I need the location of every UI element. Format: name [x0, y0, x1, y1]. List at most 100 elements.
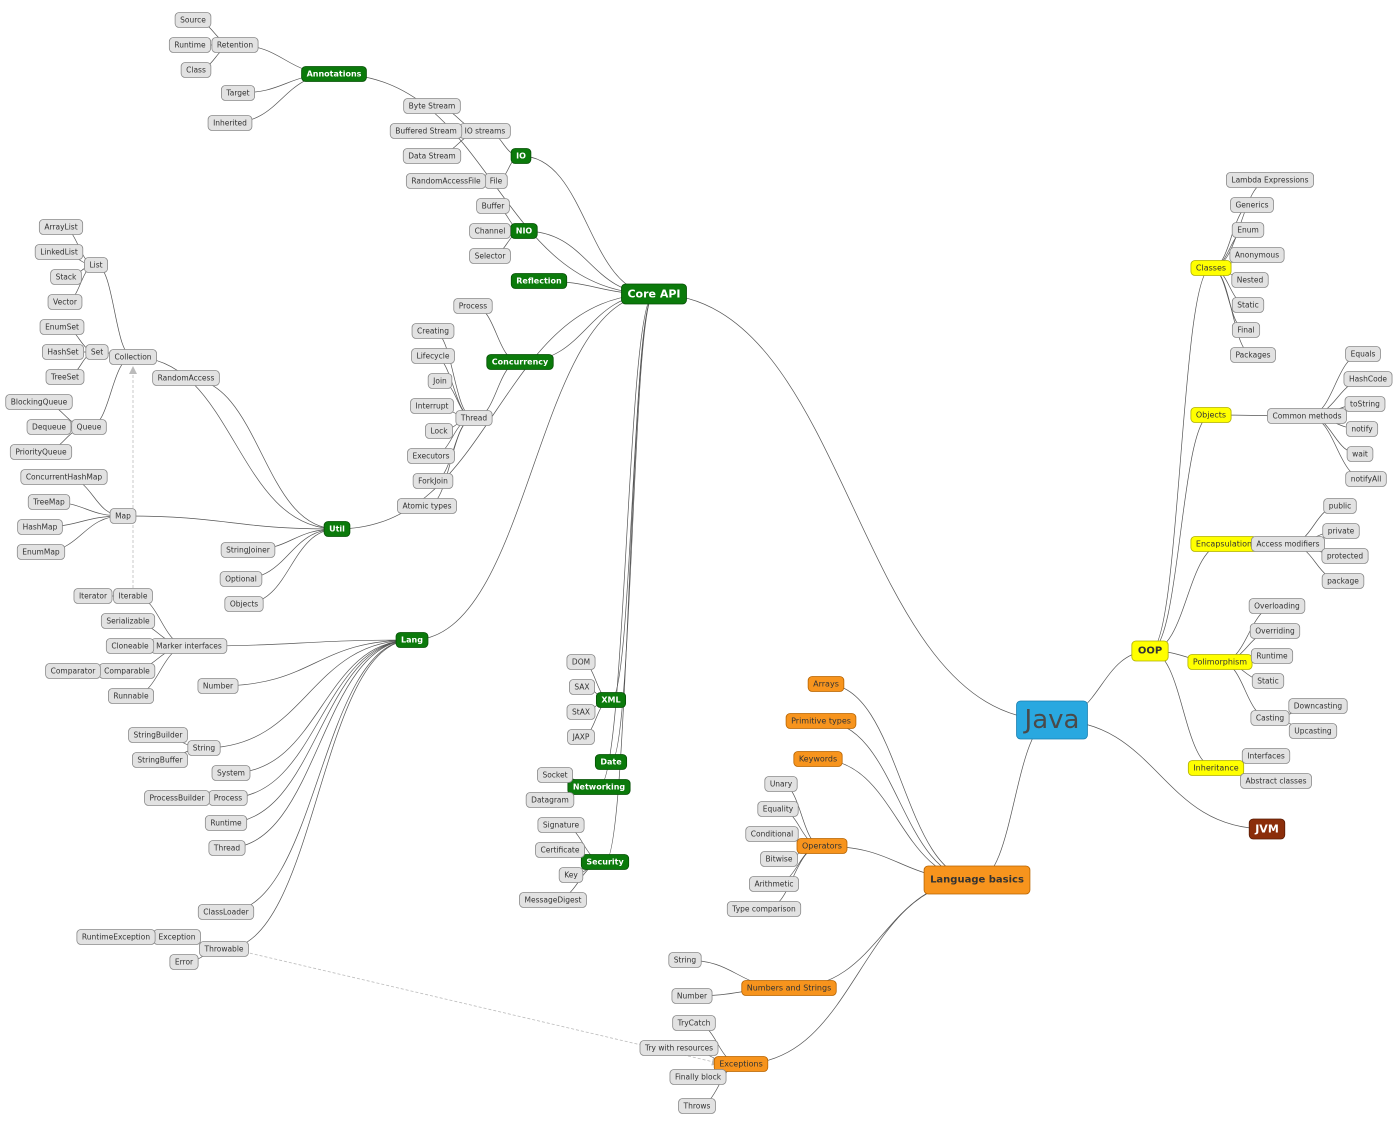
node-box	[84, 257, 108, 273]
node: StringBuilder	[128, 727, 188, 743]
node-label: Runtime	[174, 41, 206, 50]
node-box	[537, 817, 585, 833]
node-box	[207, 115, 253, 131]
node-label: Key	[564, 871, 578, 880]
node: Objects	[224, 596, 264, 612]
node-label: Runtime	[210, 819, 242, 828]
node-label: TreeMap	[32, 498, 65, 507]
node-label: StAX	[572, 708, 590, 717]
node-box	[713, 1056, 769, 1072]
node-label: Downcasting	[1294, 702, 1343, 711]
node-label: Data Stream	[408, 152, 455, 161]
node: Signature	[537, 817, 585, 833]
node-label: Error	[175, 958, 194, 967]
node-box	[405, 173, 487, 189]
node-box	[1250, 648, 1294, 664]
node-box	[219, 571, 263, 587]
node-label: ArrayList	[44, 223, 77, 232]
node-box	[1131, 640, 1169, 662]
node-box	[764, 776, 798, 792]
node: Lock	[425, 423, 453, 439]
node: Util	[323, 521, 351, 537]
node: Polimorphism	[1187, 654, 1253, 670]
node: Target	[220, 85, 256, 101]
node: PriorityQueue	[9, 444, 73, 460]
node-label: ConcurrentHashMap	[26, 473, 103, 482]
node-box	[567, 729, 595, 745]
node-label: Throws	[683, 1102, 711, 1111]
node-label: Keywords	[799, 755, 837, 764]
node-box	[1288, 698, 1348, 714]
node: Reflection	[510, 273, 568, 289]
node-label: Util	[329, 525, 345, 534]
node-label: Language basics	[930, 875, 1024, 886]
edge	[225, 639, 413, 824]
node: Serializable	[100, 613, 156, 629]
node: StringJoiner	[220, 542, 276, 558]
edge	[217, 639, 413, 687]
node-label: IO	[516, 152, 526, 161]
edge	[976, 719, 1053, 881]
node-box	[923, 865, 1031, 895]
node-label: Nested	[1237, 276, 1264, 285]
node-box	[34, 244, 84, 260]
node: Process	[208, 790, 248, 806]
node: Channel	[469, 223, 511, 239]
node: Operators	[796, 838, 848, 854]
node: Arrays	[807, 676, 845, 692]
node-box	[567, 779, 631, 795]
node-box	[486, 354, 554, 370]
edge	[95, 264, 134, 358]
node-box	[558, 867, 584, 883]
node: Classes	[1190, 260, 1232, 276]
node: Keywords	[793, 751, 843, 767]
node-label: HashCode	[1349, 375, 1387, 384]
node: Map	[109, 508, 137, 524]
node-label: Generics	[1236, 201, 1269, 210]
edge	[132, 356, 338, 530]
node: Type comparison	[726, 901, 802, 917]
node: HashSet	[41, 344, 85, 360]
node-box	[1229, 247, 1285, 263]
node: Interfaces	[1241, 748, 1291, 764]
node-label: Common methods	[1272, 412, 1341, 421]
node: Vector	[47, 294, 83, 310]
node-box	[621, 283, 687, 305]
node-box	[47, 294, 83, 310]
node-box	[1240, 773, 1312, 789]
node-box	[128, 727, 188, 743]
node: Concurrency	[486, 354, 554, 370]
node: RandomAccess	[152, 370, 220, 386]
node-label: Iterable	[119, 592, 148, 601]
node: Exception	[153, 929, 201, 945]
node: ConcurrentHashMap	[20, 469, 108, 485]
node-label: Conditional	[751, 830, 793, 839]
node: Set	[85, 344, 109, 360]
node-box	[1241, 748, 1291, 764]
node: Encapsulation	[1190, 536, 1258, 552]
node: TreeSet	[45, 369, 85, 385]
node-box	[469, 248, 511, 264]
node-label: Exception	[159, 933, 196, 942]
node-label: Exceptions	[719, 1060, 763, 1069]
node-label: Objects	[1196, 411, 1226, 420]
node-label: String	[193, 744, 216, 753]
node-box	[525, 792, 575, 808]
node: Security	[580, 854, 630, 870]
node: Selector	[469, 248, 511, 264]
node-box	[45, 663, 101, 679]
node-label: Numbers and Strings	[747, 984, 831, 993]
node: Throwable	[199, 941, 249, 957]
node: Inherited	[207, 115, 253, 131]
node-box	[50, 269, 82, 285]
node-box	[1288, 723, 1338, 739]
node-label: Socket	[542, 771, 567, 780]
node-label: Channel	[475, 227, 506, 236]
node: Conditional	[745, 826, 799, 842]
node-box	[301, 66, 367, 82]
node: Equality	[757, 801, 799, 817]
node: Overloading	[1248, 598, 1306, 614]
node-label: RandomAccessFile	[411, 177, 481, 186]
node-label: JVM	[1254, 823, 1279, 836]
node-box	[537, 767, 573, 783]
